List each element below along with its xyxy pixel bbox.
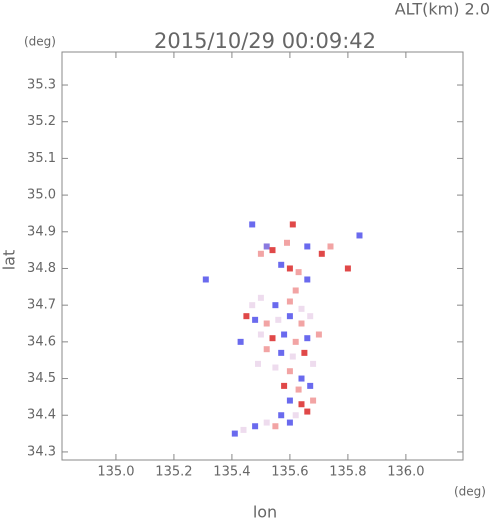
echo-point — [257, 294, 264, 301]
echo-point — [356, 232, 363, 239]
echo-point — [318, 250, 325, 257]
echo-point — [263, 419, 270, 426]
y-tick-label: 35.1 — [27, 151, 56, 166]
echo-point — [272, 364, 279, 371]
echo-point — [252, 423, 259, 430]
echo-point — [286, 265, 293, 272]
y-tick-label: 35.0 — [27, 188, 56, 203]
echo-point — [289, 353, 296, 360]
echo-point — [272, 302, 279, 309]
echo-point — [257, 250, 264, 257]
echo-point — [310, 397, 317, 404]
echo-point — [286, 298, 293, 305]
echo-point — [286, 313, 293, 320]
x-tick-label: 135.4 — [213, 465, 250, 480]
echo-point — [315, 331, 322, 338]
echo-point — [286, 397, 293, 404]
echo-point — [298, 305, 305, 312]
echo-point — [344, 265, 351, 272]
x-tick-label: 136.0 — [387, 465, 424, 480]
echo-point — [269, 335, 276, 342]
echo-point — [240, 426, 247, 433]
echo-point — [304, 243, 311, 250]
x-unit: (deg) — [454, 485, 486, 499]
x-tick-label: 135.8 — [329, 465, 366, 480]
echo-point — [301, 349, 308, 356]
altitude-label: ALT(km) 2.0 — [395, 0, 490, 19]
echo-point — [310, 360, 317, 367]
x-tick-label: 135.2 — [155, 465, 192, 480]
echo-point — [307, 313, 314, 320]
echo-point — [263, 346, 270, 353]
echo-point — [286, 419, 293, 426]
y-tick-label: 34.3 — [27, 444, 56, 459]
echo-point — [278, 261, 285, 268]
echo-point — [255, 360, 262, 367]
echo-point — [304, 335, 311, 342]
echo-point — [243, 313, 250, 320]
echo-point — [292, 412, 299, 419]
y-tick-label: 35.3 — [27, 78, 56, 93]
y-tick-label: 35.2 — [27, 114, 56, 129]
echo-point — [289, 221, 296, 228]
x-tick-label: 135.6 — [271, 465, 308, 480]
y-tick-label: 34.7 — [27, 298, 56, 313]
y-tick-label: 34.6 — [27, 334, 56, 349]
y-tick-label: 34.8 — [27, 261, 56, 276]
echo-point — [327, 243, 334, 250]
echo-point — [237, 338, 244, 345]
echo-point — [202, 276, 209, 283]
echo-point — [275, 316, 282, 323]
echo-point — [292, 338, 299, 345]
echo-point — [304, 408, 311, 415]
echo-point — [298, 375, 305, 382]
y-axis-label: lat — [0, 250, 19, 271]
echo-point — [295, 269, 302, 276]
echo-point — [231, 430, 238, 437]
echo-point — [295, 386, 302, 393]
x-tick-label: 135.0 — [97, 465, 134, 480]
echo-point — [257, 331, 264, 338]
echo-point — [298, 401, 305, 408]
echo-point — [304, 276, 311, 283]
echo-point — [278, 412, 285, 419]
echo-point — [269, 247, 276, 254]
chart-title: 2015/10/29 00:09:42 — [154, 29, 376, 53]
echo-point — [249, 221, 256, 228]
y-tick-label: 34.5 — [27, 371, 56, 386]
echo-point — [292, 287, 299, 294]
echo-point — [281, 382, 288, 389]
echo-point — [281, 331, 288, 338]
echo-point — [298, 320, 305, 327]
echo-point — [252, 316, 259, 323]
echo-point — [286, 368, 293, 375]
echo-point — [278, 349, 285, 356]
echo-point — [307, 382, 314, 389]
y-tick-label: 34.4 — [27, 408, 56, 423]
y-tick-label: 34.9 — [27, 224, 56, 239]
plot-frame — [61, 51, 464, 461]
x-axis-label: lon — [253, 503, 277, 521]
echo-point — [263, 243, 270, 250]
echo-point — [284, 239, 291, 246]
y-unit: (deg) — [24, 35, 56, 49]
echo-point — [272, 423, 279, 430]
echo-point — [249, 302, 256, 309]
echo-point — [263, 320, 270, 327]
